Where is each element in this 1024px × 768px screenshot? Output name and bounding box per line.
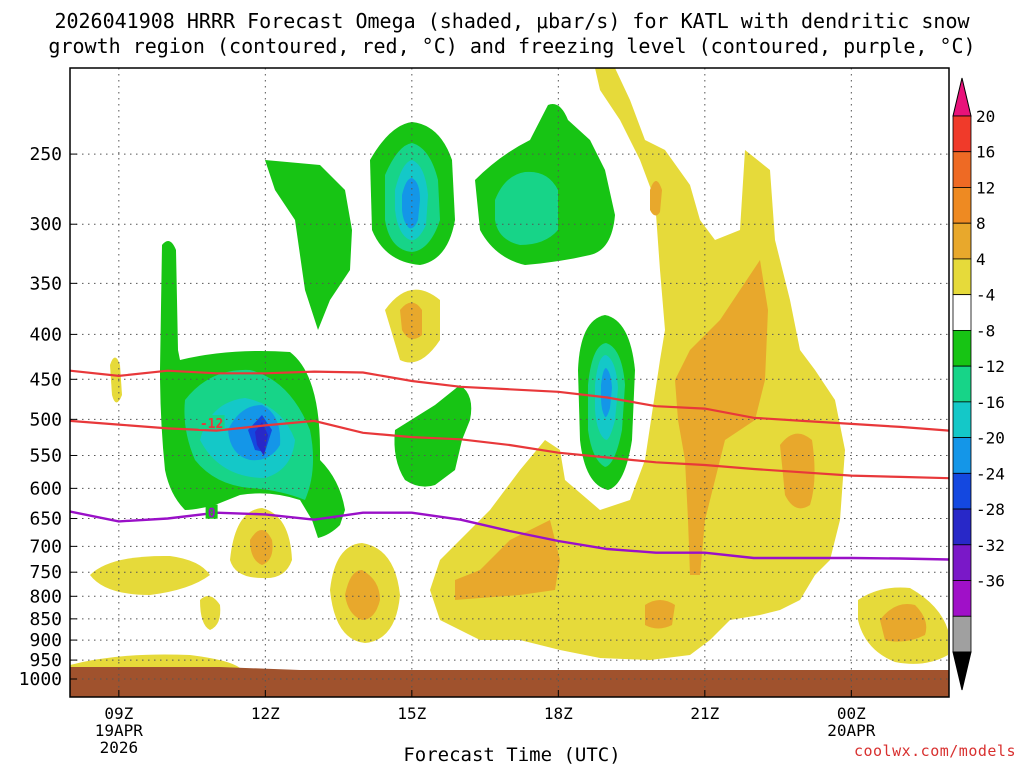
- x-tick-date: 19APR: [95, 721, 144, 740]
- omega-region-positive-core: [400, 302, 422, 339]
- colorbar-label: 4: [976, 250, 986, 269]
- colorbar-label: -28: [976, 500, 1005, 519]
- colorbar-band: [952, 365, 972, 403]
- y-tick-label: 600: [29, 478, 62, 499]
- colorbar-band: [952, 115, 972, 153]
- colorbar-label: -16: [976, 393, 1005, 412]
- freezing-label-bg: [205, 504, 218, 519]
- freezing-level-label: 0: [208, 507, 216, 522]
- colorbar-label: 8: [976, 214, 986, 233]
- chart-title-line1: 2026041908 HRRR Forecast Omega (shaded, …: [54, 9, 970, 33]
- colorbar-label: -4: [976, 286, 995, 305]
- omega-region-positive-core: [455, 520, 560, 600]
- y-axis: 2503003504004505005506006507007508008509…: [19, 144, 77, 690]
- omega-region-positive: [200, 596, 221, 630]
- colorbar-arrow-top: [952, 77, 972, 117]
- colorbar-label: -24: [976, 464, 1005, 483]
- omega-region-negative: [394, 385, 472, 487]
- y-tick-label: 300: [29, 214, 62, 235]
- omega-region-positive-core: [675, 260, 768, 575]
- omega-region-positive: [110, 357, 122, 403]
- x-tick-label: 15Z: [397, 704, 426, 723]
- x-tick-label: 12Z: [251, 704, 280, 723]
- y-tick-label: 800: [29, 586, 62, 607]
- colorbar-band: [952, 258, 972, 296]
- colorbar-band: [952, 544, 972, 581]
- colorbar-band: [952, 472, 972, 510]
- colorbar-band: [952, 401, 972, 439]
- credit-text: coolwx.com/models: [853, 742, 1016, 760]
- y-tick-label: 1000: [19, 669, 62, 690]
- y-tick-label: 650: [29, 509, 62, 530]
- x-tick-year: 2026: [100, 738, 139, 757]
- omega-region-negative-core: [402, 178, 420, 229]
- colorbar-label: -32: [976, 536, 1005, 555]
- y-tick-label: 900: [29, 630, 62, 651]
- colorbar-label: -8: [976, 321, 995, 340]
- colorbar-band: [952, 580, 972, 617]
- y-tick-label: 750: [29, 562, 62, 583]
- colorbar-label: -36: [976, 572, 1005, 591]
- dgz-contour-label: -12: [200, 417, 223, 432]
- y-tick-label: 250: [29, 144, 62, 165]
- colorbar-label: 20: [976, 107, 995, 126]
- omega-region-positive-core: [250, 530, 273, 565]
- x-tick-date: 20APR: [827, 721, 876, 740]
- chart-title-line2: growth region (contoured, red, °C) and f…: [48, 34, 976, 58]
- y-tick-label: 450: [29, 369, 62, 390]
- x-tick-label: 18Z: [544, 704, 573, 723]
- colorbar-band: [952, 437, 972, 474]
- colorbar-band: [952, 187, 972, 224]
- contour-labels: -12 0: [198, 415, 225, 522]
- x-tick-label: 09Z: [104, 704, 133, 723]
- plot-frame: [69, 67, 950, 698]
- colorbar-label: -20: [976, 429, 1005, 448]
- x-axis-title: Forecast Time (UTC): [403, 744, 621, 766]
- colorbar: 20 16 12 8 4 -4 -8 -12 -16 -20 -24 -28 -32 -36: [952, 77, 1005, 691]
- colorbar-label: 16: [976, 143, 995, 162]
- dgz-contour-line: [70, 419, 949, 480]
- y-tick-label: 550: [29, 445, 62, 466]
- omega-region-positive-core: [880, 604, 927, 642]
- omega-region-positive-core: [345, 570, 380, 620]
- omega-shading: [70, 68, 949, 697]
- colorbar-band: [952, 615, 972, 653]
- y-tick-label: 500: [29, 409, 62, 430]
- omega-region-negative: [265, 160, 352, 330]
- y-tick-label: 850: [29, 609, 62, 630]
- omega-region-positive-core: [645, 600, 675, 629]
- colorbar-band: [952, 329, 972, 367]
- omega-region-negative-core: [495, 171, 558, 245]
- x-tick-label: 21Z: [690, 704, 719, 723]
- colorbar-band: [952, 222, 972, 260]
- colorbar-arrow-bottom: [952, 651, 972, 691]
- y-tick-label: 400: [29, 324, 62, 345]
- omega-region-negative-peak: [255, 422, 268, 456]
- colorbar-band: [952, 294, 972, 331]
- dgz-label-bg: [198, 415, 225, 430]
- ground-surface: [70, 667, 949, 697]
- colorbar-label: -12: [976, 357, 1005, 376]
- y-tick-label: 700: [29, 536, 62, 557]
- omega-region-positive: [90, 555, 210, 595]
- omega-region-positive-core: [650, 181, 662, 216]
- omega-region-negative-core: [601, 368, 612, 418]
- colorbar-band: [952, 151, 972, 188]
- omega-region-positive: [430, 68, 845, 660]
- colorbar-label: 12: [976, 178, 995, 197]
- dgz-contour-line: [70, 369, 949, 432]
- y-tick-label: 350: [29, 273, 62, 294]
- x-tick-label: 00Z: [837, 704, 866, 723]
- y-tick-label: 950: [29, 650, 62, 671]
- grid-lines: [70, 68, 949, 697]
- colorbar-band: [952, 508, 972, 546]
